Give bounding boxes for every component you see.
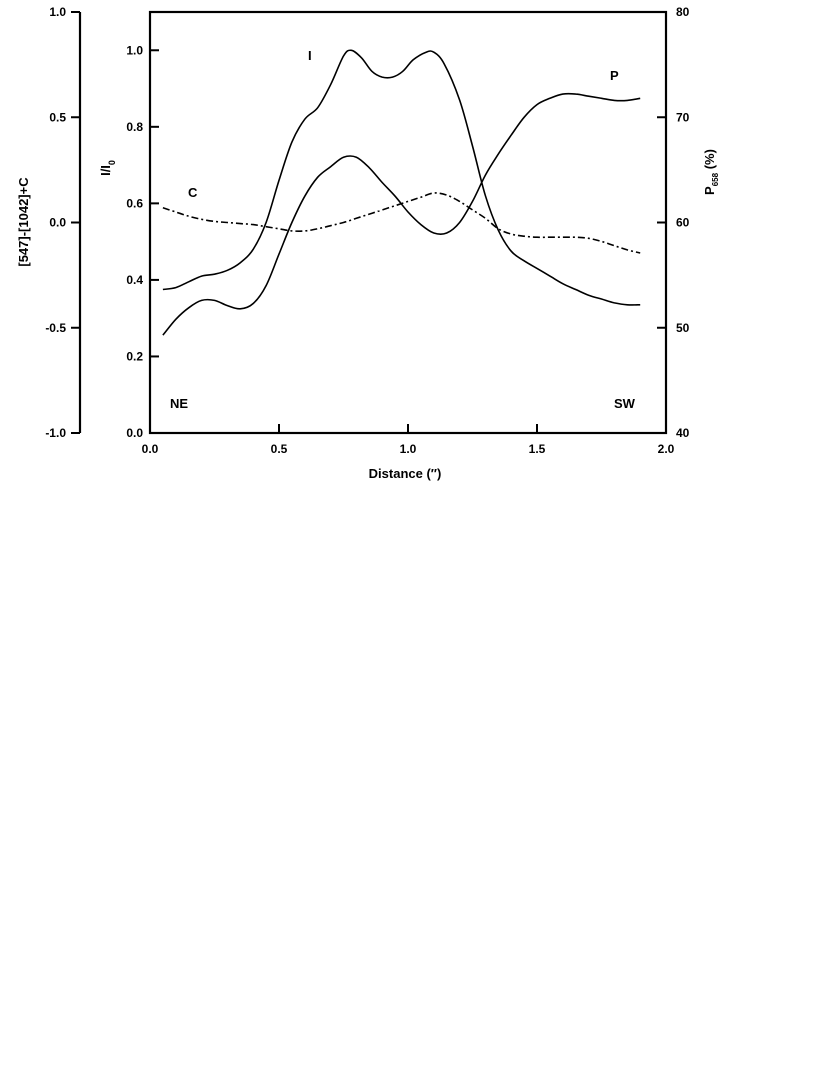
- series-line-p: [162, 92, 641, 336]
- right-axis-title-suffix: (%): [702, 149, 717, 173]
- left-outer-tick-label: -1.0: [45, 426, 66, 440]
- left-outer-axis-title: [547]-[1042]+C: [16, 177, 31, 267]
- x-tick-label: 1.0: [400, 442, 417, 456]
- x-tick-label: 0.5: [271, 442, 288, 456]
- annotation-sw: SW: [614, 396, 636, 411]
- left-inner-tick-label: 0.4: [126, 273, 143, 287]
- series-label-c: C: [188, 185, 198, 200]
- series-line-i: [162, 49, 641, 306]
- left-inner-tick-label: 0.8: [126, 120, 143, 134]
- left-outer-axis: -1.0 -0.5 0.0 0.5 1.0: [45, 5, 82, 440]
- x-axis: 0.0 0.5 1.0 1.5 2.0: [142, 424, 675, 456]
- right-tick-label: 50: [676, 321, 690, 335]
- right-axis-title-main: P: [702, 186, 717, 195]
- x-tick-label: 0.0: [142, 442, 159, 456]
- left-inner-tick-label: 0.6: [126, 196, 143, 210]
- series-label-p: P: [610, 68, 619, 83]
- left-outer-tick-label: -0.5: [45, 321, 66, 335]
- curves: [162, 49, 641, 336]
- right-axis-title-sub: 658: [711, 172, 720, 186]
- right-axis: 40 50 60 70 80: [657, 5, 690, 440]
- x-tick-label: 2.0: [658, 442, 675, 456]
- right-tick-label: 80: [676, 5, 690, 19]
- left-outer-tick-label: 1.0: [49, 5, 66, 19]
- right-tick-label: 60: [676, 216, 690, 230]
- series-label-i: I: [308, 48, 312, 63]
- left-inner-axis-title: I/I0: [98, 160, 117, 176]
- figure: -1.0 -0.5 0.0 0.5 1.0 0.0 0.2 0.4 0.6 0.8 1.0 40 5…: [16, 5, 720, 481]
- annotation-ne: NE: [170, 396, 188, 411]
- plot-frame: [148, 10, 668, 435]
- left-inner-tick-label: 0.2: [126, 349, 143, 363]
- right-axis-title: P658 (%): [702, 149, 720, 195]
- x-axis-title: Distance (″): [369, 466, 442, 481]
- right-tick-label: 70: [676, 110, 690, 124]
- left-inner-tick-label: 0.0: [126, 426, 143, 440]
- right-tick-label: 40: [676, 426, 690, 440]
- left-inner-tick-label: 1.0: [126, 43, 143, 57]
- left-outer-tick-label: 0.5: [49, 110, 66, 124]
- left-outer-tick-label: 0.0: [49, 216, 66, 230]
- left-inner-axis-title-sub: 0: [107, 160, 117, 165]
- left-inner-axis-title-main: I/I: [98, 165, 113, 176]
- left-inner-axis: 0.0 0.2 0.4 0.6 0.8 1.0: [126, 43, 159, 440]
- x-tick-label: 1.5: [529, 442, 546, 456]
- series-line-c: [162, 192, 641, 254]
